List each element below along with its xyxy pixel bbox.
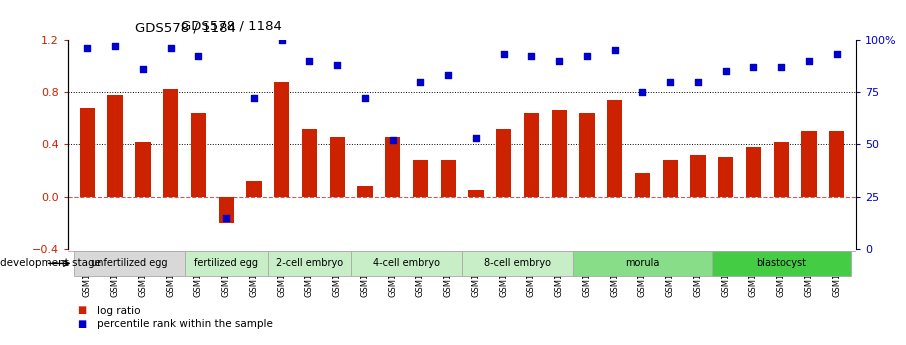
Text: ■: ■ xyxy=(77,319,86,329)
Point xyxy=(774,64,788,70)
Bar xyxy=(268,250,351,276)
Point xyxy=(580,54,594,59)
Bar xyxy=(801,131,816,197)
Text: 8-cell embryo: 8-cell embryo xyxy=(484,258,551,268)
Text: fertilized egg: fertilized egg xyxy=(194,258,258,268)
Point xyxy=(303,58,317,63)
Text: 2-cell embryo: 2-cell embryo xyxy=(275,258,343,268)
Text: development stage: development stage xyxy=(0,258,101,268)
Point xyxy=(358,96,372,101)
Bar xyxy=(80,108,95,197)
Point xyxy=(802,58,816,63)
Bar xyxy=(718,157,733,197)
Text: unfertilized egg: unfertilized egg xyxy=(91,258,168,268)
Point xyxy=(163,45,178,51)
Text: ■: ■ xyxy=(77,306,86,315)
Bar xyxy=(746,147,761,197)
Bar xyxy=(440,160,456,197)
Bar xyxy=(330,137,345,197)
Bar xyxy=(385,137,400,197)
Text: percentile rank within the sample: percentile rank within the sample xyxy=(97,319,273,329)
Bar xyxy=(73,250,185,276)
Bar xyxy=(552,110,567,197)
Bar xyxy=(712,250,851,276)
Bar xyxy=(274,81,289,197)
Point xyxy=(330,62,344,68)
Point xyxy=(468,135,483,141)
Point xyxy=(108,43,122,49)
Point xyxy=(496,51,511,57)
Bar xyxy=(413,160,428,197)
Bar xyxy=(690,155,706,197)
Text: morula: morula xyxy=(625,258,660,268)
Bar xyxy=(163,89,178,197)
Bar xyxy=(635,173,651,197)
Bar xyxy=(607,100,622,197)
Bar xyxy=(462,250,573,276)
Bar xyxy=(135,142,150,197)
Point xyxy=(136,66,150,72)
Bar xyxy=(573,250,712,276)
Text: GDS578 / 1184: GDS578 / 1184 xyxy=(135,21,236,34)
Bar xyxy=(185,250,268,276)
Bar xyxy=(774,142,789,197)
Text: blastocyst: blastocyst xyxy=(757,258,806,268)
Bar xyxy=(524,113,539,197)
Point xyxy=(830,51,844,57)
Point xyxy=(552,58,566,63)
Point xyxy=(385,137,400,143)
Point xyxy=(219,215,234,220)
Point xyxy=(690,79,705,84)
Bar xyxy=(218,197,234,223)
Point xyxy=(525,54,539,59)
Point xyxy=(191,54,206,59)
Bar xyxy=(662,160,678,197)
Bar xyxy=(246,181,262,197)
Bar xyxy=(829,131,844,197)
Point xyxy=(607,47,622,53)
Bar xyxy=(191,113,206,197)
Point xyxy=(663,79,678,84)
Bar xyxy=(579,113,594,197)
Bar xyxy=(351,250,462,276)
Bar xyxy=(496,129,511,197)
Point xyxy=(275,37,289,42)
Point xyxy=(246,96,261,101)
Bar xyxy=(468,190,484,197)
Text: GDS578 / 1184: GDS578 / 1184 xyxy=(181,20,282,33)
Text: log ratio: log ratio xyxy=(97,306,140,315)
Point xyxy=(413,79,428,84)
Point xyxy=(441,72,456,78)
Point xyxy=(718,68,733,74)
Point xyxy=(635,89,650,95)
Point xyxy=(80,45,94,51)
Bar xyxy=(357,186,372,197)
Point xyxy=(747,64,761,70)
Text: 4-cell embryo: 4-cell embryo xyxy=(373,258,440,268)
Bar xyxy=(108,95,123,197)
Bar xyxy=(302,129,317,197)
